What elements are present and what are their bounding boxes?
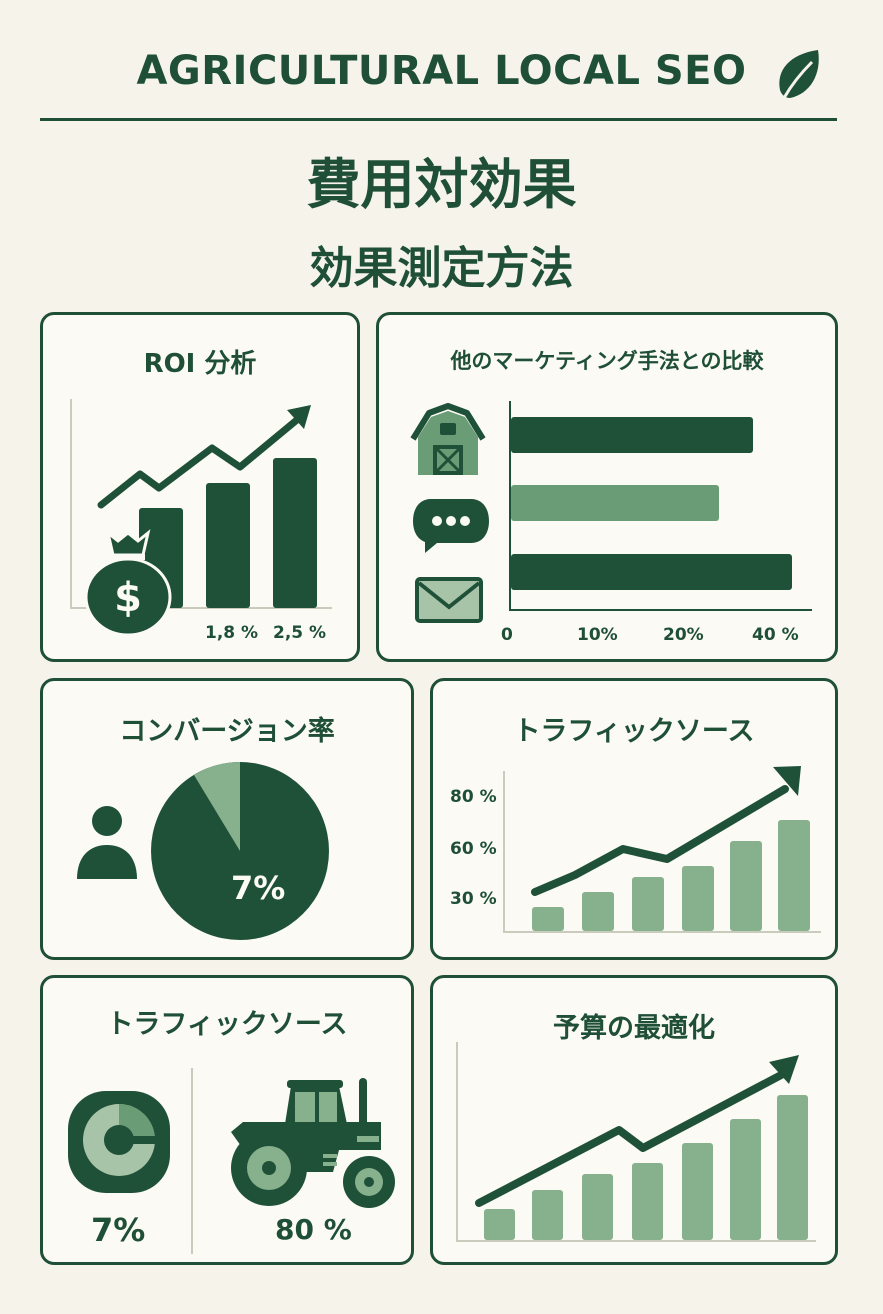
y-axis — [456, 1042, 458, 1242]
budget-bar-6 — [730, 1119, 761, 1240]
barn-icon — [410, 403, 486, 475]
roi-label-2: 2,5 % — [273, 623, 327, 643]
conversion-value: 7% — [231, 869, 286, 907]
x-tick-20: 20% — [663, 625, 704, 645]
traffic-bar-4 — [682, 866, 714, 931]
y-tick-80: 80 % — [450, 787, 497, 807]
budget-bar-1 — [484, 1209, 515, 1240]
comparison-bar-3 — [511, 554, 792, 590]
budget-bar-5 — [682, 1143, 713, 1240]
traffic-sources-card: トラフィックソース 7% 80 % — [40, 975, 414, 1265]
leaf-icon — [779, 50, 819, 99]
budget-bar-3 — [582, 1174, 613, 1240]
conversion-card: コンバージョン率 7% — [40, 678, 414, 960]
traffic-card: トラフィックソース 80 % 60 % 30 % — [430, 678, 838, 960]
traffic-bar-3 — [632, 877, 664, 931]
column-divider — [191, 1068, 193, 1254]
x-axis — [509, 609, 812, 611]
roi-bar-2 — [206, 483, 250, 608]
traffic-bar-1 — [532, 907, 564, 931]
comparison-card: 他のマーケティング手法との比較 0 10% 20% 40 % — [376, 312, 838, 662]
tractor-icon — [231, 1078, 395, 1208]
roi-title: ROI 分析 — [143, 349, 257, 379]
page-title: 費用対効果 — [306, 153, 577, 216]
x-tick-40: 40 % — [752, 625, 799, 645]
header-divider — [40, 118, 837, 121]
x-axis — [70, 607, 332, 609]
trend-arrow-icon — [475, 1055, 799, 1207]
donut-value: 7% — [91, 1211, 146, 1249]
roi-bar-3 — [273, 458, 317, 608]
comparison-bar-2 — [511, 485, 719, 521]
budget-bar-7 — [777, 1095, 808, 1240]
tractor-value: 80 % — [275, 1213, 352, 1246]
chat-bubble-icon — [413, 499, 489, 553]
y-tick-30: 30 % — [450, 889, 497, 909]
trend-arrow-icon — [531, 766, 801, 896]
conversion-pie — [151, 762, 329, 940]
roi-card: ROI 分析 $ 1,8 % 2,5 % — [40, 312, 360, 662]
traffic-sources-title: トラフィックソース — [106, 1009, 348, 1040]
y-axis — [503, 771, 505, 933]
donut-icon — [68, 1091, 170, 1193]
envelope-icon — [415, 577, 483, 623]
traffic-bar-2 — [582, 892, 614, 931]
header-title: AGRICULTURAL LOCAL SEO — [136, 48, 747, 94]
budget-title: 予算の最適化 — [553, 1013, 715, 1044]
budget-bar-2 — [532, 1190, 563, 1240]
budget-card: 予算の最適化 — [430, 975, 838, 1265]
trend-arrow-icon — [97, 405, 311, 509]
x-tick-10: 10% — [577, 625, 618, 645]
y-axis — [509, 401, 511, 611]
page-subtitle: 効果測定方法 — [309, 243, 574, 294]
x-axis — [503, 931, 821, 933]
y-tick-60: 60 % — [450, 839, 497, 859]
svg-text:$: $ — [114, 575, 142, 621]
conversion-title: コンバージョン率 — [119, 716, 335, 747]
comparison-title: 他のマーケティング手法との比較 — [450, 349, 764, 373]
traffic-bar-6 — [778, 820, 810, 931]
x-axis — [456, 1240, 816, 1242]
comparison-bar-1 — [511, 417, 753, 453]
roi-label-1: 1,8 % — [205, 623, 259, 643]
traffic-title: トラフィックソース — [513, 716, 755, 747]
traffic-bar-5 — [730, 841, 762, 931]
money-bag-icon: $ — [84, 529, 172, 637]
y-axis — [70, 399, 72, 609]
budget-bar-4 — [632, 1163, 663, 1240]
x-tick-0: 0 — [501, 625, 513, 645]
user-icon — [77, 806, 137, 879]
